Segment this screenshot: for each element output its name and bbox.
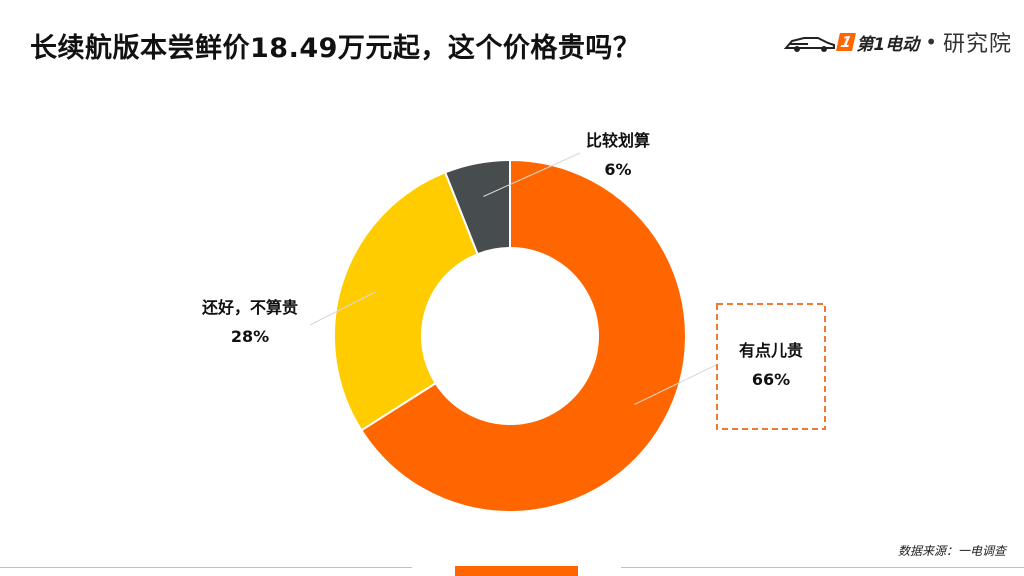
brand-mark: 1 第1电动 — [783, 30, 920, 55]
logo-subtitle: 研究院 — [942, 32, 1012, 57]
footer-line-right — [621, 567, 1024, 568]
slice-label-value-2: 28% — [231, 327, 269, 346]
leader-lines — [309, 152, 717, 405]
highlight-box — [716, 303, 826, 430]
slice-label-value-3: 6% — [604, 160, 631, 179]
page-title: 长续航版本尝鲜价18.49万元起，这个价格贵吗？ — [30, 33, 641, 64]
footer-line-left — [0, 567, 412, 568]
footer-accent-bar — [455, 566, 578, 576]
chart-labels: 有点儿贵 66% 还好，不算贵 28% 比较划算 6% — [201, 131, 803, 389]
slice-label-name-1: 有点儿贵 — [739, 341, 803, 360]
leader-line-3 — [483, 152, 581, 197]
leader-line-1 — [634, 364, 717, 405]
slice-3 — [443, 158, 511, 256]
slice-label-name-3: 比较划算 — [586, 131, 650, 150]
chart-slices — [333, 158, 687, 513]
logo-separator: • — [925, 30, 937, 54]
brand-logo: 1 第1电动 • 研究院 — [783, 24, 1012, 60]
slice-label-value-1: 66% — [752, 370, 790, 389]
slice-1 — [360, 158, 687, 513]
slice-label-name-2: 还好，不算贵 — [201, 298, 298, 317]
car-icon — [783, 37, 835, 52]
leader-line-2 — [309, 291, 376, 326]
source-note: 数据来源：一电调查 — [897, 544, 1006, 558]
slice-2 — [333, 171, 479, 432]
brand-text: 第1电动 — [856, 34, 920, 55]
